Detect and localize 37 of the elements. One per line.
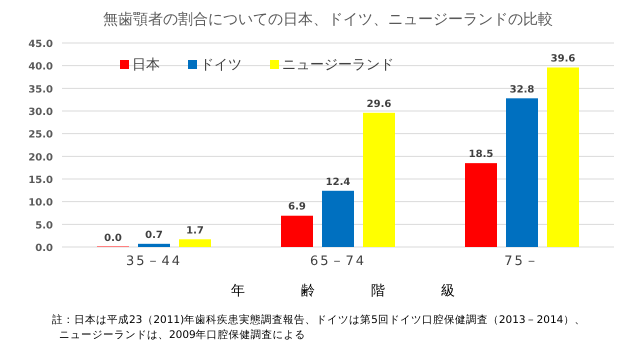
data-label: 1.7: [186, 225, 204, 236]
x-tick-label: 35－44: [126, 254, 182, 269]
y-tick-label: 0.0: [35, 243, 54, 254]
data-label: 18.5: [468, 149, 494, 160]
data-label: 32.8: [510, 84, 534, 96]
text: 註：日本は平成23（2011)年歯科疾患実態調査報告、ドイツは第5回ドイツ口腔保健調査（2013－2014）、: [52, 313, 586, 326]
bar: [138, 244, 170, 247]
y-tick-label: 15.0: [28, 175, 54, 186]
text: ニュージーランドは、2009年口腔保健調査による: [59, 328, 306, 341]
bar: [281, 216, 313, 247]
bar: [547, 67, 579, 247]
y-tick-label: 25.0: [28, 130, 54, 141]
y-tick-label: 5.0: [35, 220, 54, 232]
y-tick-label: 20.0: [28, 152, 54, 164]
x-tick-label: 65－74: [310, 254, 366, 269]
y-tick-label: 40.0: [28, 62, 54, 73]
bar: [465, 163, 497, 247]
chart-title: 無歯顎者の割合についての日本、ドイツ、ニュージーランドの比較: [103, 10, 553, 28]
y-tick-label: 30.0: [28, 107, 54, 118]
data-label: 39.6: [550, 53, 576, 64]
data-label: 0.0: [104, 233, 122, 244]
bar: [506, 98, 538, 247]
bar: [363, 112, 395, 247]
legend-label: ニュージーランド: [282, 57, 394, 73]
y-tick-label: 45.0: [28, 39, 54, 50]
bar: [179, 239, 211, 247]
legend-label: ドイツ: [200, 57, 242, 73]
y-tick-label: 35.0: [28, 84, 54, 96]
y-tick-label: 10.0: [28, 198, 54, 209]
legend-label: 日本: [132, 57, 160, 73]
bar: [322, 190, 354, 247]
x-tick-label: 75－: [504, 254, 540, 269]
x-axis-title: 年 齢 階 級: [231, 283, 455, 299]
data-label: 29.6: [366, 98, 392, 110]
data-label: 0.7: [145, 230, 163, 241]
data-label: 6.9: [288, 202, 306, 213]
data-label: 12.4: [326, 176, 350, 188]
